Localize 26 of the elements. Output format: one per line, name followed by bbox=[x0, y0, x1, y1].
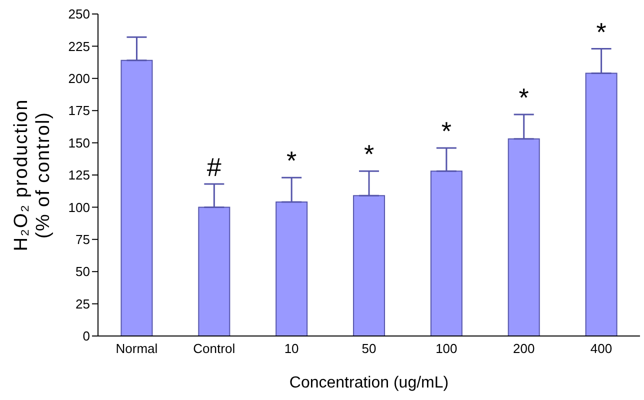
x-tick-label: 200 bbox=[513, 341, 535, 356]
y-axis-title: H₂O₂ production (% of control) bbox=[11, 98, 54, 252]
annotation: * bbox=[286, 146, 297, 176]
y-tick-label: 175 bbox=[68, 103, 90, 118]
x-tick-label: 50 bbox=[362, 341, 376, 356]
x-tick-label: Normal bbox=[116, 341, 158, 356]
annotation: * bbox=[364, 139, 374, 170]
annotation: # bbox=[206, 152, 222, 182]
x-tick-label: 10 bbox=[284, 341, 299, 356]
y-tick-label: 100 bbox=[68, 200, 90, 215]
y-tick-label: 0 bbox=[82, 328, 90, 344]
y-tick-label: 75 bbox=[76, 232, 90, 248]
y-tick-label: 250 bbox=[68, 6, 90, 22]
x-axis-title: Concentration (ug/mL) bbox=[289, 374, 449, 392]
y-tick-label: 50 bbox=[76, 264, 90, 280]
x-tick-label: 100 bbox=[436, 341, 458, 356]
y-tick-label: 225 bbox=[68, 38, 90, 54]
annotation: * bbox=[518, 82, 529, 112]
y-tick-label: 150 bbox=[68, 135, 90, 150]
x-tick-label: Control bbox=[193, 341, 236, 356]
annotation: * bbox=[596, 16, 606, 47]
y-tick-label: 25 bbox=[76, 296, 90, 312]
y-tick-label: 125 bbox=[68, 168, 90, 183]
y-tick-label: 200 bbox=[68, 71, 90, 86]
annotation: * bbox=[441, 116, 452, 146]
x-tick-label: 400 bbox=[590, 341, 612, 356]
